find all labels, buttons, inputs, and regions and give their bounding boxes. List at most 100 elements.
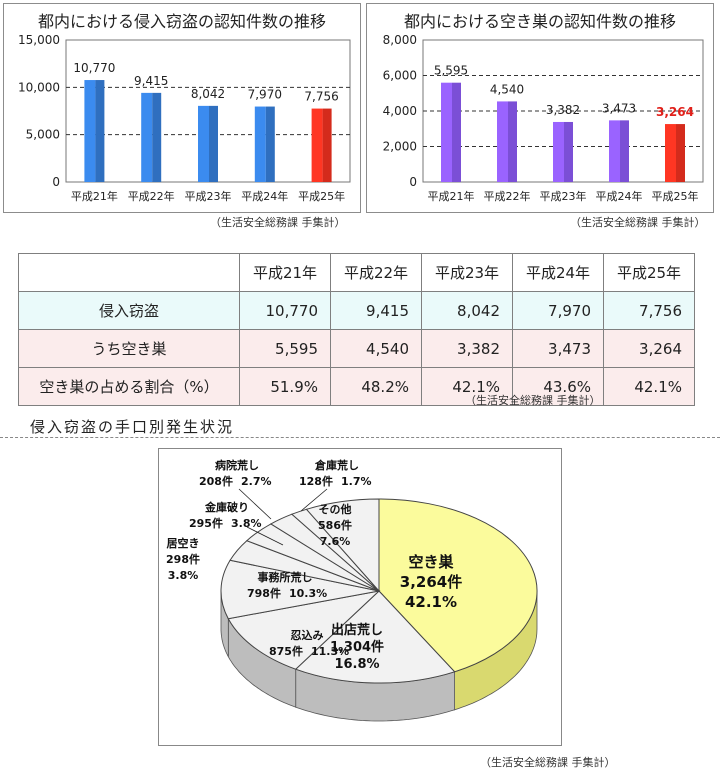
bar-left-face [311, 108, 323, 182]
bar-right-face [322, 108, 332, 182]
y-tick-label: 0 [52, 175, 60, 189]
x-tick-label: 平成24年 [241, 189, 288, 203]
table-row: 侵入窃盗 10,770 9,415 8,042 7,970 7,756 [18, 291, 695, 330]
y-tick-label: 2,000 [383, 140, 417, 154]
bar-left-face [553, 121, 564, 182]
pie-label: 病院荒し 208件 2.7% [199, 458, 272, 488]
pie-label-count: 298件 [166, 552, 200, 566]
bar [254, 106, 275, 182]
bar-left-face [441, 82, 452, 182]
bar-left-face [141, 92, 153, 182]
chart-title: 都内における空き巣の認知件数の推移 [403, 12, 676, 31]
y-tick-label: 10,000 [18, 80, 60, 94]
bar [441, 82, 461, 182]
bar-left-face [254, 106, 266, 182]
pie-label-pct: 11.3% [311, 645, 349, 658]
section-divider [0, 437, 720, 438]
pie-slice [220, 559, 380, 620]
bar-left-face [665, 124, 676, 182]
x-tick-label: 平成23年 [185, 189, 232, 203]
table-cell: 42.1% [603, 367, 695, 406]
pie-label-name: 居空き [167, 536, 200, 550]
pie-label-count: 798件 [247, 586, 281, 600]
bar [497, 101, 517, 182]
x-tick-label: 平成25年 [298, 189, 345, 203]
table-cell: 48.2% [330, 367, 422, 406]
x-tick-label: 平成24年 [596, 189, 643, 203]
pie-label-count: 128件 [299, 474, 333, 488]
value-label: 9,415 [134, 74, 168, 88]
bar [665, 124, 685, 182]
table-cell: 3,473 [512, 329, 604, 368]
pie-label-pct: 16.8% [334, 657, 379, 672]
table-cell: 8,042 [421, 291, 513, 330]
pie-slice [227, 590, 381, 670]
bar [141, 92, 162, 182]
pie-label-pct: 42.1% [405, 593, 457, 611]
x-tick-label: 平成23年 [540, 189, 587, 203]
y-tick-label: 15,000 [18, 33, 60, 47]
source-note: （生活安全総務課 手集計） [210, 216, 346, 229]
value-label: 5,595 [434, 64, 468, 78]
pie-label-pct: 10.3% [289, 587, 327, 600]
bar-left-face [497, 101, 508, 182]
value-label: 10,770 [73, 61, 115, 75]
table-header-cell: 平成23年 [421, 253, 513, 292]
pie-label-count: 208件 [199, 474, 233, 488]
value-label: 7,756 [304, 90, 338, 104]
table-header-cell: 平成21年 [239, 253, 331, 292]
pie-slice [294, 590, 456, 684]
pie-label-name: 出店荒し [331, 622, 383, 638]
y-tick-label: 5,000 [26, 128, 60, 142]
pie-label-pct: 3.8% [168, 569, 199, 582]
pie-label-name: 忍込み [291, 628, 324, 642]
table-cell: 51.9% [239, 367, 331, 406]
leader-line [238, 488, 272, 520]
y-tick-label: 0 [409, 175, 417, 189]
pie-label-count: 586件 [318, 518, 352, 532]
source-note: （生活安全総務課 手集計） [480, 756, 616, 769]
bar [311, 108, 332, 182]
bar-right-face [620, 120, 629, 182]
table-header-cell: 平成22年 [330, 253, 422, 292]
table-cell: 3,264 [603, 329, 695, 368]
pie-label-name: 倉庫荒し [314, 458, 359, 472]
pie-label-count: 3,264件 [400, 573, 462, 591]
pie-label-name: 空き巣 [408, 553, 454, 571]
x-tick-label: 平成22年 [484, 189, 531, 203]
pie-label: 金庫破り 295件 3.8% [189, 500, 262, 530]
y-tick-label: 8,000 [383, 33, 417, 47]
row-label: うち空き巣 [18, 329, 240, 368]
bar-right-face [564, 121, 573, 182]
source-note: （生活安全総務課 手集計） [570, 216, 706, 229]
leader-line [246, 526, 284, 546]
pie-label-name: その他 [319, 502, 352, 516]
bar [84, 80, 105, 182]
bar-right-face [452, 82, 461, 182]
bar-right-face [95, 80, 105, 182]
value-label: 4,540 [490, 82, 524, 96]
table-header-row: 平成21年 平成22年 平成23年 平成24年 平成25年 [18, 253, 695, 292]
pie-label: 忍込み 875件 11.3% [269, 628, 349, 658]
bar [553, 121, 573, 182]
pie-label-count: 1,304件 [330, 639, 384, 655]
table-header-cell [18, 253, 240, 292]
pie-label: 居空き 298件 3.8% [166, 536, 200, 582]
x-tick-label: 平成21年 [71, 189, 118, 203]
row-label: 侵入窃盗 [18, 291, 240, 330]
table-header-cell: 平成24年 [512, 253, 604, 292]
row-label: 空き巣の占める割合（%） [18, 367, 240, 406]
bar-left-face [198, 105, 209, 182]
pie-label-name: 事務所荒し [258, 570, 313, 584]
value-label: 3,264 [656, 105, 694, 119]
source-note: （生活安全総務課 手集計） [465, 394, 601, 407]
pie-label-count: 875件 [269, 644, 303, 658]
table-row: うち空き巣 5,595 4,540 3,382 3,473 3,264 [18, 329, 695, 368]
pie-label-name: 金庫破り [204, 500, 249, 514]
value-label: 7,970 [248, 88, 282, 102]
bar-right-face [265, 106, 275, 182]
pie-slice [305, 498, 380, 593]
bar [609, 120, 629, 182]
